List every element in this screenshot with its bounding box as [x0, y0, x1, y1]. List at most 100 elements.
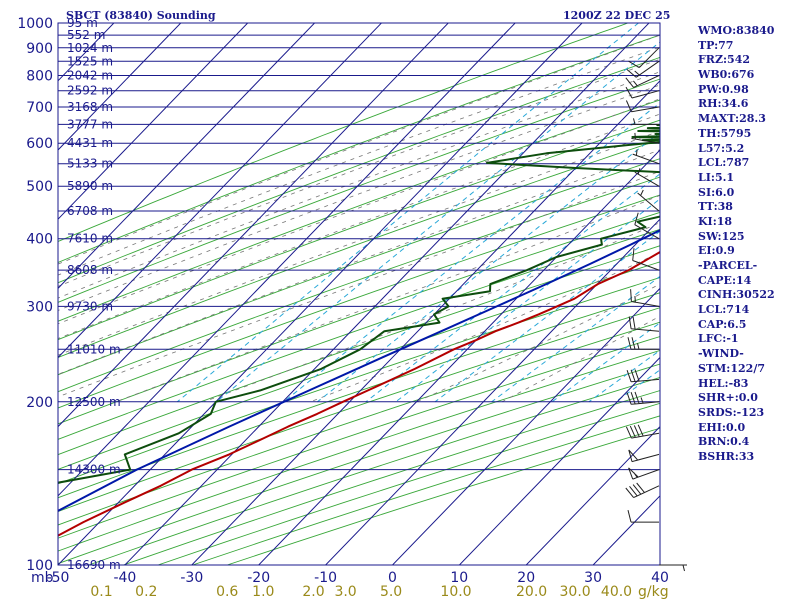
wind-barb — [626, 369, 660, 383]
dry-adiabat-line — [58, 194, 660, 409]
mixing-ratio-line — [365, 173, 660, 403]
dry-adiabat-line — [58, 336, 660, 539]
pressure-tick-label: 400 — [26, 232, 53, 248]
stability-index-item: BSHR:33 — [698, 449, 755, 463]
stability-index-item: SI:6.0 — [698, 185, 735, 199]
wind-barb — [625, 424, 660, 439]
stability-index-item: LCL:787 — [698, 156, 750, 170]
dry-adiabat-line — [58, 307, 660, 513]
wind-barb-shape — [627, 509, 659, 523]
stability-indices-list: WMO:83840 TP:77 FRZ:542 WB0:676 PW:0.98 RH:34… — [698, 24, 775, 465]
temperature-tick-label: 20 — [517, 570, 535, 586]
wind-barb — [632, 248, 660, 271]
height-label: 7610 m — [67, 232, 113, 246]
mixing-ratio-tick-label: 0.2 — [135, 584, 157, 600]
isotherm-line — [257, 149, 660, 565]
moist-adiabat-line — [58, 71, 660, 299]
temperature-tick-label: 0 — [388, 570, 397, 586]
chart-title: SBCT (83840) Sounding — [66, 9, 216, 22]
pressure-unit-label: mb — [31, 570, 54, 586]
temperature-tick-label: 40 — [651, 570, 669, 586]
stability-index-item: BRN:0.4 — [698, 435, 750, 449]
wind-barb — [630, 289, 660, 307]
stability-index-item: -PARCEL- — [698, 259, 758, 272]
isotherm-line — [58, 23, 449, 428]
sounding-traces — [58, 124, 660, 537]
height-label: 11010 m — [67, 342, 121, 356]
moist-adiabat-line — [58, 113, 660, 340]
wind-barb — [637, 189, 660, 212]
sounding-trace-line — [58, 229, 660, 513]
mixing-ratio-tick-label: 3.0 — [334, 584, 356, 600]
mixing-ratio-tick-label: 0.1 — [90, 584, 112, 600]
temperature-tick-label: -10 — [314, 570, 337, 586]
dry-adiabat-line — [58, 176, 660, 393]
pressure-tick-label: 800 — [26, 69, 53, 85]
temperature-tick-label: -50 — [47, 570, 70, 586]
stability-index-item: CAP:6.5 — [698, 317, 747, 331]
dry-adiabat-line — [58, 158, 660, 376]
height-label: 2592 m — [67, 84, 113, 98]
mixing-ratio-line — [434, 230, 660, 403]
mixing-ratio-tick-label: 0.6 — [216, 584, 238, 600]
isotherm-line — [58, 23, 583, 565]
isotherm-line — [458, 356, 660, 565]
stability-index-item: EI:0.9 — [698, 244, 735, 258]
pressure-tick-label: 700 — [26, 100, 53, 116]
height-label: 2042 m — [67, 69, 113, 83]
pressure-tick-label: 300 — [26, 299, 53, 315]
dry-adiabat-line — [58, 292, 660, 499]
wind-barb — [626, 60, 660, 78]
wind-barb — [628, 316, 660, 332]
mixing-ratio-line — [216, 41, 660, 403]
height-label: 5890 m — [67, 179, 113, 193]
stability-index-item: SRDS:-123 — [698, 405, 765, 419]
temperature-tick-label: 10 — [450, 570, 468, 586]
sounding-trace-line — [58, 124, 660, 484]
stability-index-item: LI:5.1 — [698, 170, 735, 184]
height-label: 3777 m — [67, 117, 113, 131]
wind-barb-shape — [632, 248, 660, 271]
wind-barb — [631, 118, 659, 125]
mixing-ratio-unit-label: g/kg — [638, 584, 669, 600]
pressure-tick-label: 200 — [26, 395, 53, 411]
dry-adiabat-line — [58, 99, 660, 322]
isotherm-line — [525, 425, 660, 565]
dry-adiabat-line — [58, 321, 660, 526]
height-label: 12500 m — [67, 395, 121, 409]
dry-adiabat-line — [122, 390, 660, 565]
stability-index-item: TH:5795 — [698, 126, 752, 140]
dry-adiabat-line — [58, 261, 660, 470]
stability-index-item: STM:122/7 — [698, 361, 765, 375]
wind-barb-shape — [628, 467, 660, 480]
isotherm-line — [191, 80, 660, 565]
moist-adiabat-line — [58, 98, 660, 325]
wind-barb — [625, 482, 660, 499]
temperature-tick-label: -40 — [113, 570, 136, 586]
dry-adiabat-line — [87, 376, 660, 565]
height-label: 9730 m — [67, 299, 113, 313]
stability-index-item: CINH:30522 — [698, 288, 775, 302]
isotherm-line — [58, 23, 383, 359]
mixing-ratio-tick-label: 40.0 — [601, 584, 632, 600]
mixing-ratio-tick-label: 30.0 — [560, 584, 591, 600]
dry-adiabat-line — [58, 56, 660, 284]
isotherm-line — [58, 23, 516, 497]
wind-barb-shape — [626, 60, 660, 78]
dry-adiabat-line — [58, 139, 660, 358]
height-label: 1024 m — [67, 41, 113, 55]
wind-barb — [631, 132, 660, 144]
wind-barb-shape — [628, 449, 660, 463]
dry-adiabat-line — [58, 228, 660, 440]
wind-barb-shape — [634, 168, 660, 187]
wind-barb — [634, 212, 660, 240]
dry-adiabat-line — [58, 23, 630, 242]
wind-barb — [627, 337, 659, 350]
moist-adiabat-line — [58, 58, 660, 287]
isotherm-line — [58, 23, 249, 220]
dry-adiabat-line — [58, 363, 660, 565]
wind-barb-shape — [628, 47, 660, 69]
grid-lines — [58, 23, 660, 565]
